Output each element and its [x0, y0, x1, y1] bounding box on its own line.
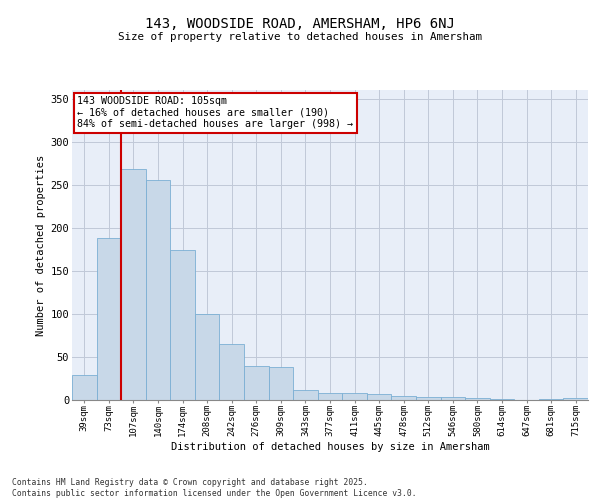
Bar [465, 398, 490, 400]
Bar [121, 169, 146, 400]
Bar [318, 393, 342, 400]
Text: Size of property relative to detached houses in Amersham: Size of property relative to detached ho… [118, 32, 482, 42]
Text: 143, WOODSIDE ROAD, AMERSHAM, HP6 6NJ: 143, WOODSIDE ROAD, AMERSHAM, HP6 6NJ [145, 18, 455, 32]
Bar [195, 314, 220, 400]
Bar [72, 375, 97, 400]
Bar [440, 396, 465, 400]
Bar [97, 238, 121, 400]
Bar [146, 180, 170, 400]
Text: Distribution of detached houses by size in Amersham: Distribution of detached houses by size … [170, 442, 490, 452]
Bar [269, 368, 293, 400]
Text: Contains HM Land Registry data © Crown copyright and database right 2025.
Contai: Contains HM Land Registry data © Crown c… [12, 478, 416, 498]
Y-axis label: Number of detached properties: Number of detached properties [37, 154, 46, 336]
Bar [220, 344, 244, 400]
Text: 143 WOODSIDE ROAD: 105sqm
← 16% of detached houses are smaller (190)
84% of semi: 143 WOODSIDE ROAD: 105sqm ← 16% of detac… [77, 96, 353, 130]
Bar [367, 394, 391, 400]
Bar [342, 393, 367, 400]
Bar [244, 366, 269, 400]
Bar [539, 399, 563, 400]
Bar [391, 396, 416, 400]
Bar [416, 396, 440, 400]
Bar [490, 399, 514, 400]
Bar [563, 398, 588, 400]
Bar [170, 250, 195, 400]
Bar [293, 390, 318, 400]
